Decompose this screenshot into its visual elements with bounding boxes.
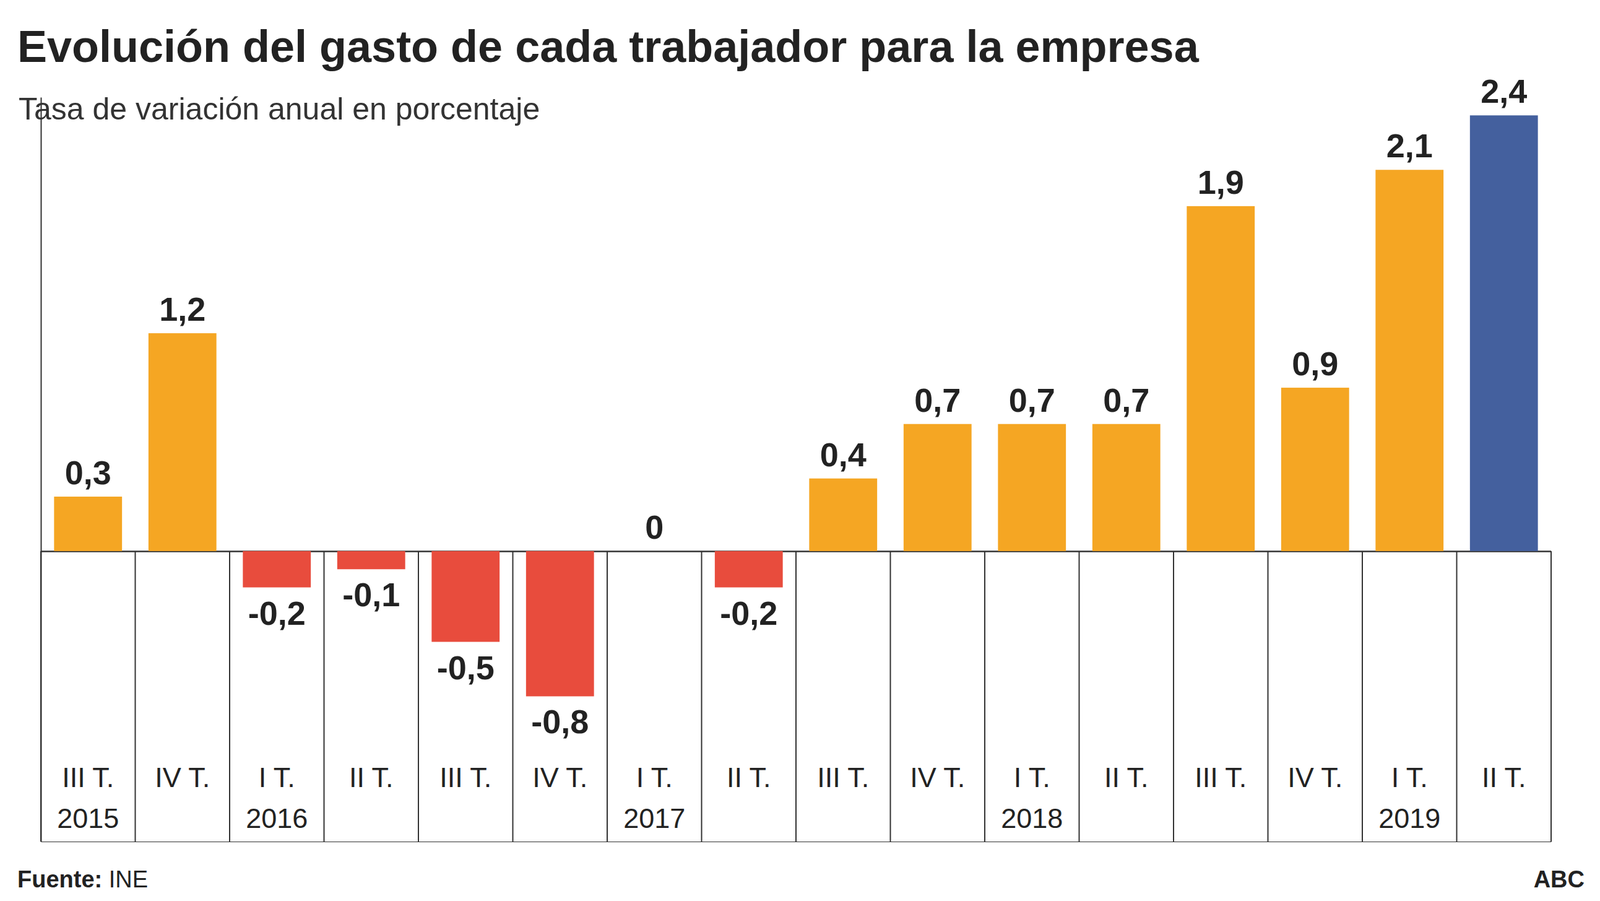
bar — [148, 332, 217, 551]
x-tick-label: IV T. — [1287, 761, 1343, 793]
separator — [701, 550, 703, 842]
data-label: 0,7 — [1102, 381, 1150, 419]
separator — [1078, 550, 1081, 842]
x-tick: IV T. — [532, 761, 588, 842]
x-tick: II T. — [1481, 761, 1527, 842]
data-label: 2,1 — [1386, 126, 1433, 165]
x-tick-label: III T. — [817, 761, 870, 793]
x-tick: III T. — [1194, 761, 1247, 842]
bar — [620, 550, 689, 551]
data-label: 2,4 — [1480, 72, 1527, 110]
x-tick: II T. — [1104, 761, 1149, 842]
data-labels: 0,3 1,2 -0,2 -0,1 -0,5 -0,8 0 -0,2 0,4 0,7 0,7 0,7 1… — [64, 72, 1528, 740]
separator — [890, 550, 892, 842]
x-tick-label: III T. — [1194, 761, 1247, 793]
x-tick: III T. — [439, 761, 492, 842]
bar — [1375, 169, 1444, 551]
x-tick-label: IV T. — [532, 761, 588, 793]
x-tick-label: II T. — [726, 761, 772, 793]
data-label: -0,8 — [531, 702, 589, 740]
x-tick-label: I T.2019 — [1378, 761, 1441, 834]
x-tick-label: II T. — [349, 761, 394, 793]
data-label: 0,7 — [1008, 381, 1056, 419]
x-tick: IV T. — [1287, 761, 1343, 842]
y-axis-line — [40, 97, 43, 842]
x-tick: IV T. — [909, 761, 965, 842]
x-tick-label: III T. — [439, 761, 492, 793]
data-label: 0,7 — [914, 381, 961, 419]
bar — [1092, 423, 1161, 551]
separator — [323, 550, 325, 842]
credit: ABC — [1533, 865, 1585, 892]
separator — [1361, 550, 1363, 842]
x-tick: IV T. — [154, 761, 210, 842]
separator — [417, 550, 420, 842]
bar — [526, 550, 595, 697]
x-tick: II T. — [349, 761, 394, 842]
bar — [714, 550, 783, 588]
separator — [1172, 550, 1175, 842]
data-label: 1,9 — [1197, 163, 1245, 201]
bar — [1186, 206, 1255, 551]
source: Fuente: INE — [17, 865, 148, 892]
separator — [606, 550, 608, 842]
separator — [134, 550, 137, 842]
data-label: -0,5 — [436, 648, 495, 686]
x-tick: I T.2016 — [245, 761, 308, 842]
data-label: 1,2 — [159, 290, 206, 328]
separator — [795, 550, 797, 842]
x-tick-label: II T. — [1481, 761, 1527, 793]
x-tick-label: I T.2017 — [623, 761, 686, 834]
data-label: 0,3 — [64, 453, 112, 491]
x-tick-label: I T.2018 — [1000, 761, 1063, 834]
bar — [997, 423, 1066, 551]
x-axis: III T.2015 IV T. I T.2016 II T. III T. IV T. I… — [41, 761, 1552, 842]
data-label: -0,1 — [342, 575, 400, 613]
bar — [242, 550, 311, 588]
x-tick-label: I T.2016 — [245, 761, 308, 834]
bar — [808, 478, 878, 551]
x-tick-label: III T.2015 — [56, 761, 119, 834]
x-tick-label: IV T. — [154, 761, 210, 793]
separator — [229, 550, 231, 842]
separator — [984, 550, 986, 842]
bar — [431, 550, 500, 642]
subtitle: Tasa de variación anual en porcentaje — [18, 91, 540, 127]
chart: Evolución del gasto de cada trabajador p… — [0, 0, 1600, 901]
x-tick: III T.2015 — [56, 761, 119, 842]
separator — [1267, 550, 1269, 842]
x-tick: III T. — [817, 761, 870, 842]
data-label: -0,2 — [248, 594, 306, 632]
x-axis-line — [41, 841, 1552, 842]
separator — [1550, 550, 1552, 842]
data-label: 0,4 — [820, 435, 867, 473]
bar — [337, 550, 406, 569]
bar — [903, 423, 972, 551]
data-label: 0,9 — [1291, 344, 1339, 382]
y-axis — [40, 97, 1552, 842]
x-tick: II T. — [726, 761, 772, 842]
data-label: 0 — [644, 508, 664, 546]
data-label: -0,2 — [719, 594, 778, 632]
x-tick: I T.2017 — [623, 761, 686, 842]
separator — [1456, 550, 1458, 842]
bar — [53, 496, 122, 551]
title: Evolución del gasto de cada trabajador p… — [17, 21, 1200, 72]
bar — [1281, 387, 1350, 551]
x-tick: I T.2019 — [1378, 761, 1441, 842]
bars — [53, 115, 1538, 696]
separator — [512, 550, 514, 842]
x-tick-label: IV T. — [909, 761, 965, 793]
x-tick-label: II T. — [1104, 761, 1149, 793]
plot: 0,3 1,2 -0,2 -0,1 -0,5 -0,8 0 -0,2 0,4 0,7 0,7 0,7 1… — [40, 72, 1552, 842]
separators — [40, 550, 1552, 842]
x-tick: I T.2018 — [1000, 761, 1063, 842]
bar — [1470, 115, 1539, 551]
